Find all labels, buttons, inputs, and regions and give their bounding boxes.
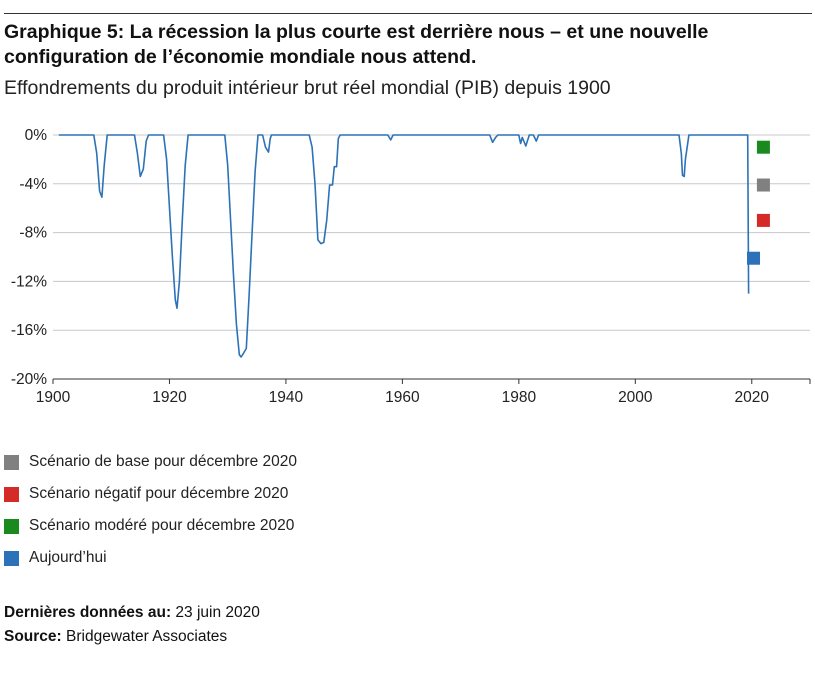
y-tick-label: -4% xyxy=(19,176,47,193)
x-tick-label: 1960 xyxy=(385,389,420,406)
legend: Scénario de base pour décembre 2020 Scén… xyxy=(4,446,297,574)
source-label: Source: xyxy=(4,628,62,645)
legend-swatch-today xyxy=(4,550,19,566)
x-tick-label: 2020 xyxy=(735,389,770,406)
y-tick-label: -8% xyxy=(19,225,47,242)
series-layer xyxy=(58,134,750,358)
legend-label-today: Aujourd’hui xyxy=(29,549,107,566)
x-tick-label: 1900 xyxy=(36,389,71,406)
last-data-line: Dernières données au: 23 juin 2020 xyxy=(4,601,260,625)
scenario-markers xyxy=(747,140,770,265)
x-tick-label: 1980 xyxy=(502,389,537,406)
x-tick-label: 2000 xyxy=(618,389,653,406)
x-tick-label: 1940 xyxy=(269,389,304,406)
scenario-marker xyxy=(756,140,770,154)
legend-label-base: Scénario de base pour décembre 2020 xyxy=(29,453,297,470)
x-tick-label: 1920 xyxy=(152,389,187,406)
last-data-value: 23 juin 2020 xyxy=(175,604,260,621)
gdp-line xyxy=(58,134,750,358)
source-line: Source: Bridgewater Associates xyxy=(4,625,260,649)
scenario-marker xyxy=(747,251,761,265)
y-axis-tick-labels: 0% -4% -8% -12% -16% -20% xyxy=(11,127,47,388)
legend-item-moderate: Scénario modéré pour décembre 2020 xyxy=(4,510,297,542)
legend-item-base: Scénario de base pour décembre 2020 xyxy=(4,446,297,478)
top-rule xyxy=(4,13,812,14)
y-tick-label: -12% xyxy=(11,273,47,290)
x-axis xyxy=(52,378,811,384)
legend-label-moderate: Scénario modéré pour décembre 2020 xyxy=(29,517,295,534)
chart-subtitle: Effondrements du produit intérieur brut … xyxy=(4,77,611,99)
legend-item-negative: Scénario négatif pour décembre 2020 xyxy=(4,478,297,510)
last-data-label: Dernières données au: xyxy=(4,604,172,621)
legend-swatch-base xyxy=(4,454,19,470)
x-axis-tick-labels: 1900 1920 1940 1960 1980 2000 2020 xyxy=(36,389,770,406)
y-tick-label: 0% xyxy=(25,127,48,144)
legend-swatch-moderate xyxy=(4,518,19,534)
footer: Dernières données au: 23 juin 2020 Sourc… xyxy=(4,601,260,649)
chart-title: Graphique 5: La récession la plus courte… xyxy=(4,21,709,68)
scenario-marker xyxy=(756,178,770,192)
y-tick-label: -20% xyxy=(11,371,47,388)
y-tick-label: -16% xyxy=(11,322,47,339)
chart: 0% -4% -8% -12% -16% -20% 1900 1920 1940 1960 198… xyxy=(11,127,811,406)
scenario-marker xyxy=(756,213,770,227)
legend-item-today: Aujourd’hui xyxy=(4,542,297,574)
legend-swatch-negative xyxy=(4,486,19,502)
source-value: Bridgewater Associates xyxy=(66,628,228,645)
legend-label-negative: Scénario négatif pour décembre 2020 xyxy=(29,485,289,502)
